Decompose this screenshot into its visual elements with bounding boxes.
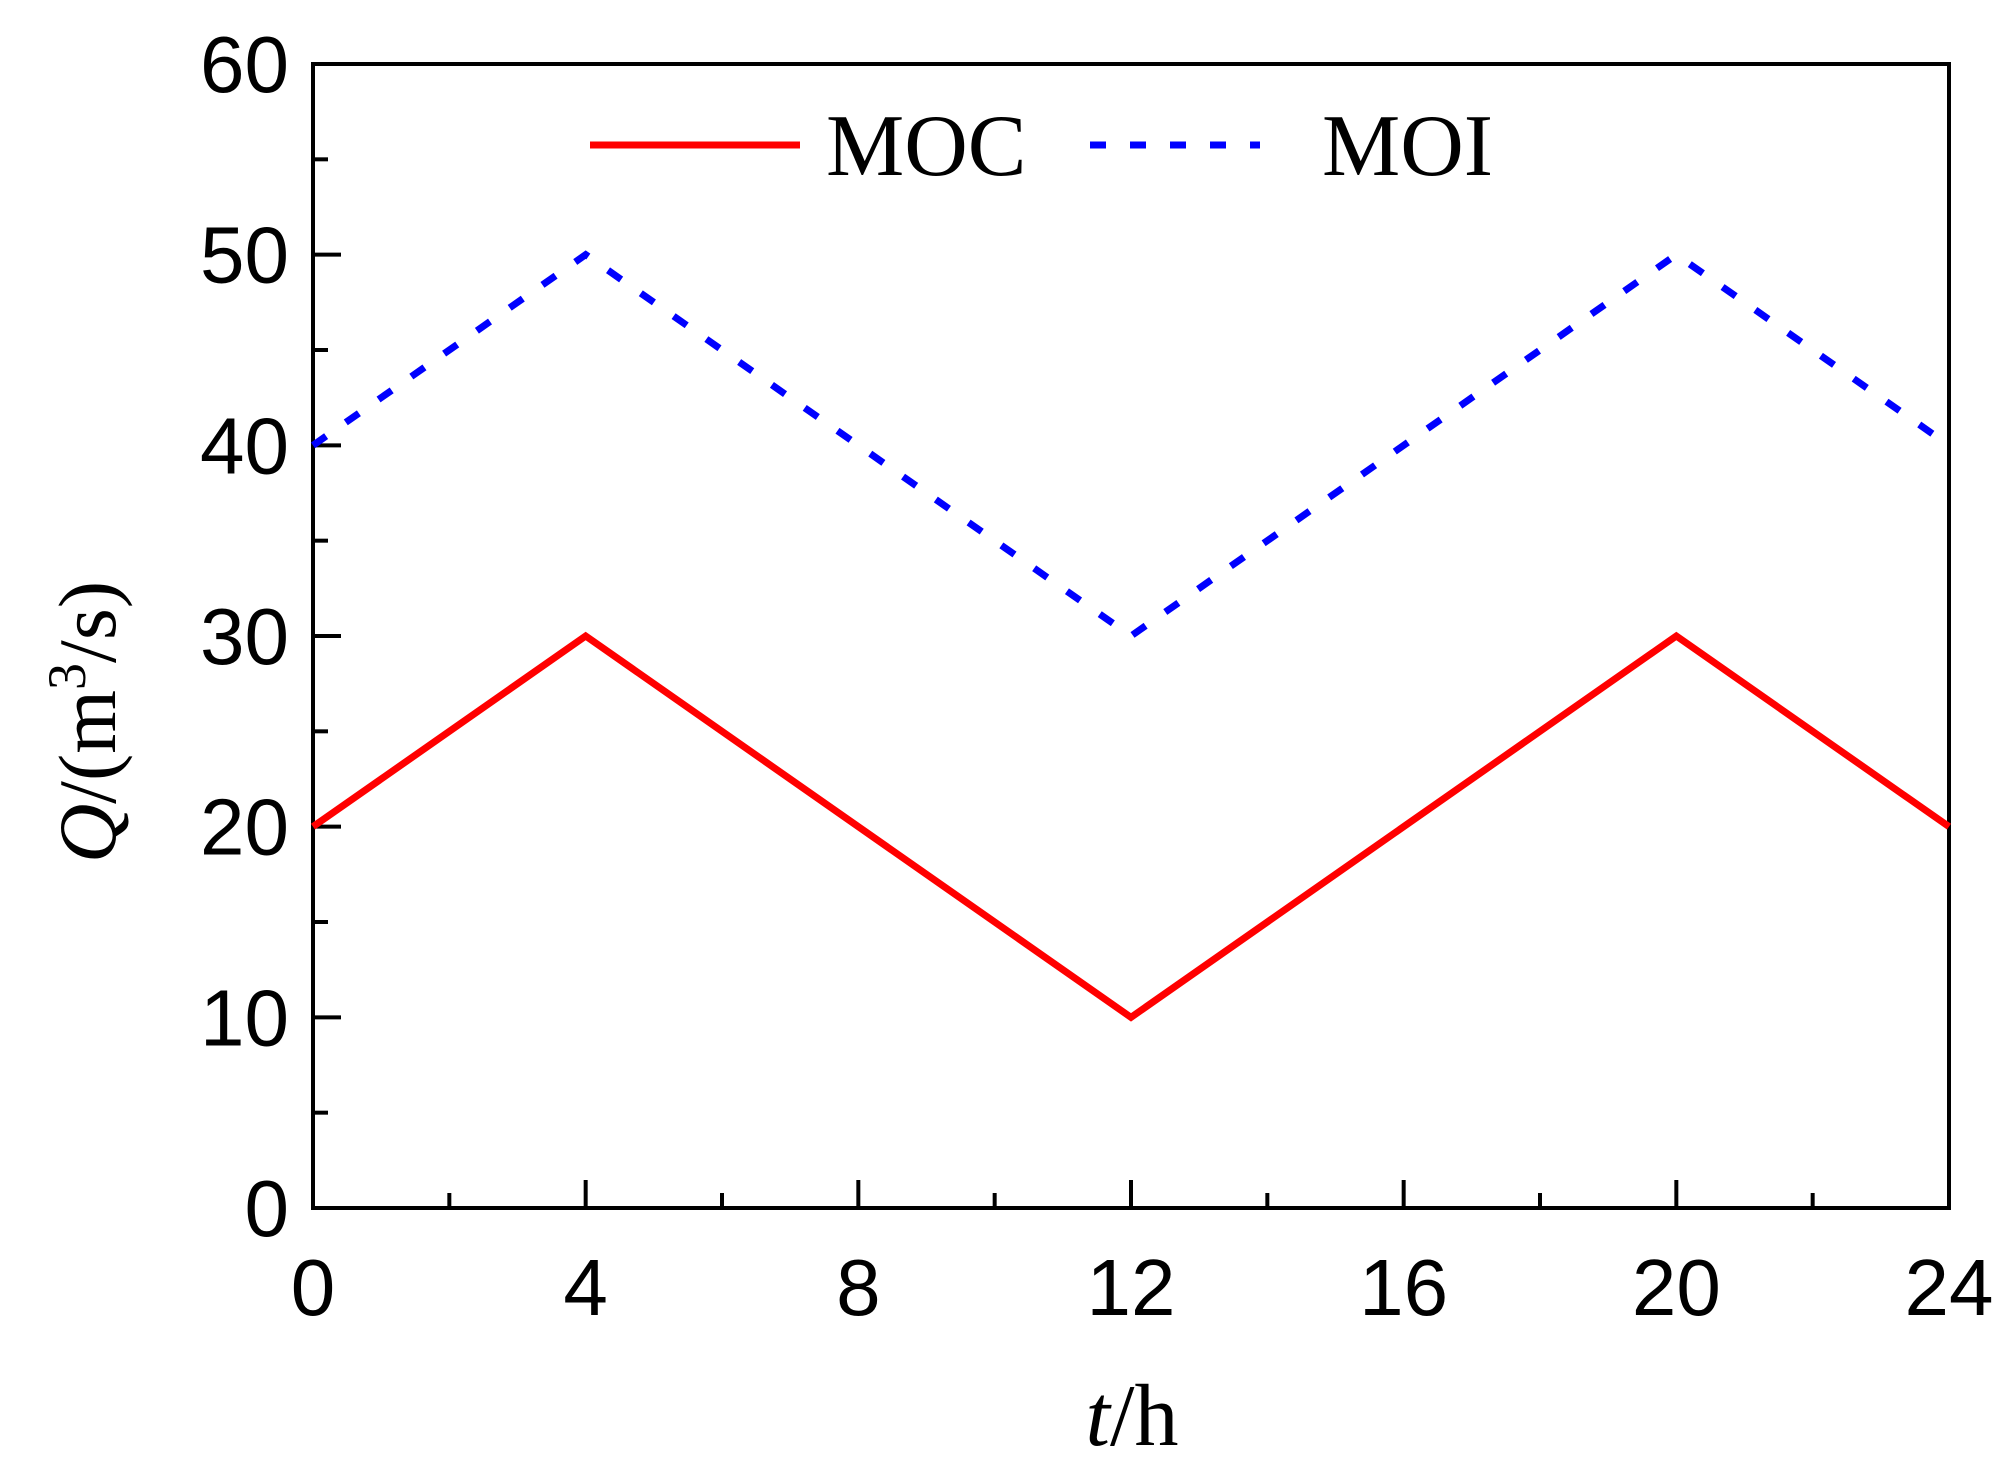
y-axis-label-superscript: 3 [37, 663, 97, 690]
y-tick-label: 30 [200, 592, 289, 681]
legend-label-moi: MOI [1322, 98, 1493, 195]
y-axis-label-unit-start: /(m [42, 690, 133, 804]
y-axis-label-variable: Q [42, 804, 133, 863]
x-tick-label: 16 [1359, 1243, 1448, 1332]
y-tick-label: 50 [200, 211, 289, 300]
y-tick-label: 10 [200, 973, 289, 1062]
x-tick-label: 8 [836, 1243, 881, 1332]
x-tick-label: 12 [1087, 1243, 1176, 1332]
x-tick-label: 4 [563, 1243, 608, 1332]
y-axis-tick-labels: 0 10 20 30 40 50 60 [200, 20, 289, 1253]
y-axis-label: Q/(m3/s) [37, 581, 133, 863]
x-axis-tick-labels: 0 4 8 12 16 20 24 [291, 1243, 1994, 1332]
x-axis-label-unit: /h [1110, 1368, 1178, 1465]
x-tick-label: 0 [291, 1243, 336, 1332]
series-line-moc [310, 631, 1952, 1022]
x-axis-label-variable: t [1086, 1368, 1113, 1465]
series-lines [310, 250, 1952, 1022]
axis-ticks [311, 62, 1951, 1210]
x-tick-label: 24 [1905, 1243, 1994, 1332]
legend-label-moc: MOC [826, 98, 1027, 195]
plot-area-frame [311, 62, 1951, 1210]
legend: MOC MOI [590, 98, 1493, 195]
y-tick-label: 40 [200, 401, 289, 490]
y-tick-label: 0 [245, 1164, 290, 1253]
x-axis-label: t/h [1086, 1368, 1179, 1465]
y-tick-label: 20 [200, 783, 289, 872]
y-axis-label-unit-end: /s) [42, 581, 133, 663]
series-line-moi [310, 250, 1952, 641]
y-tick-label: 60 [200, 20, 289, 109]
x-tick-label: 20 [1632, 1243, 1721, 1332]
